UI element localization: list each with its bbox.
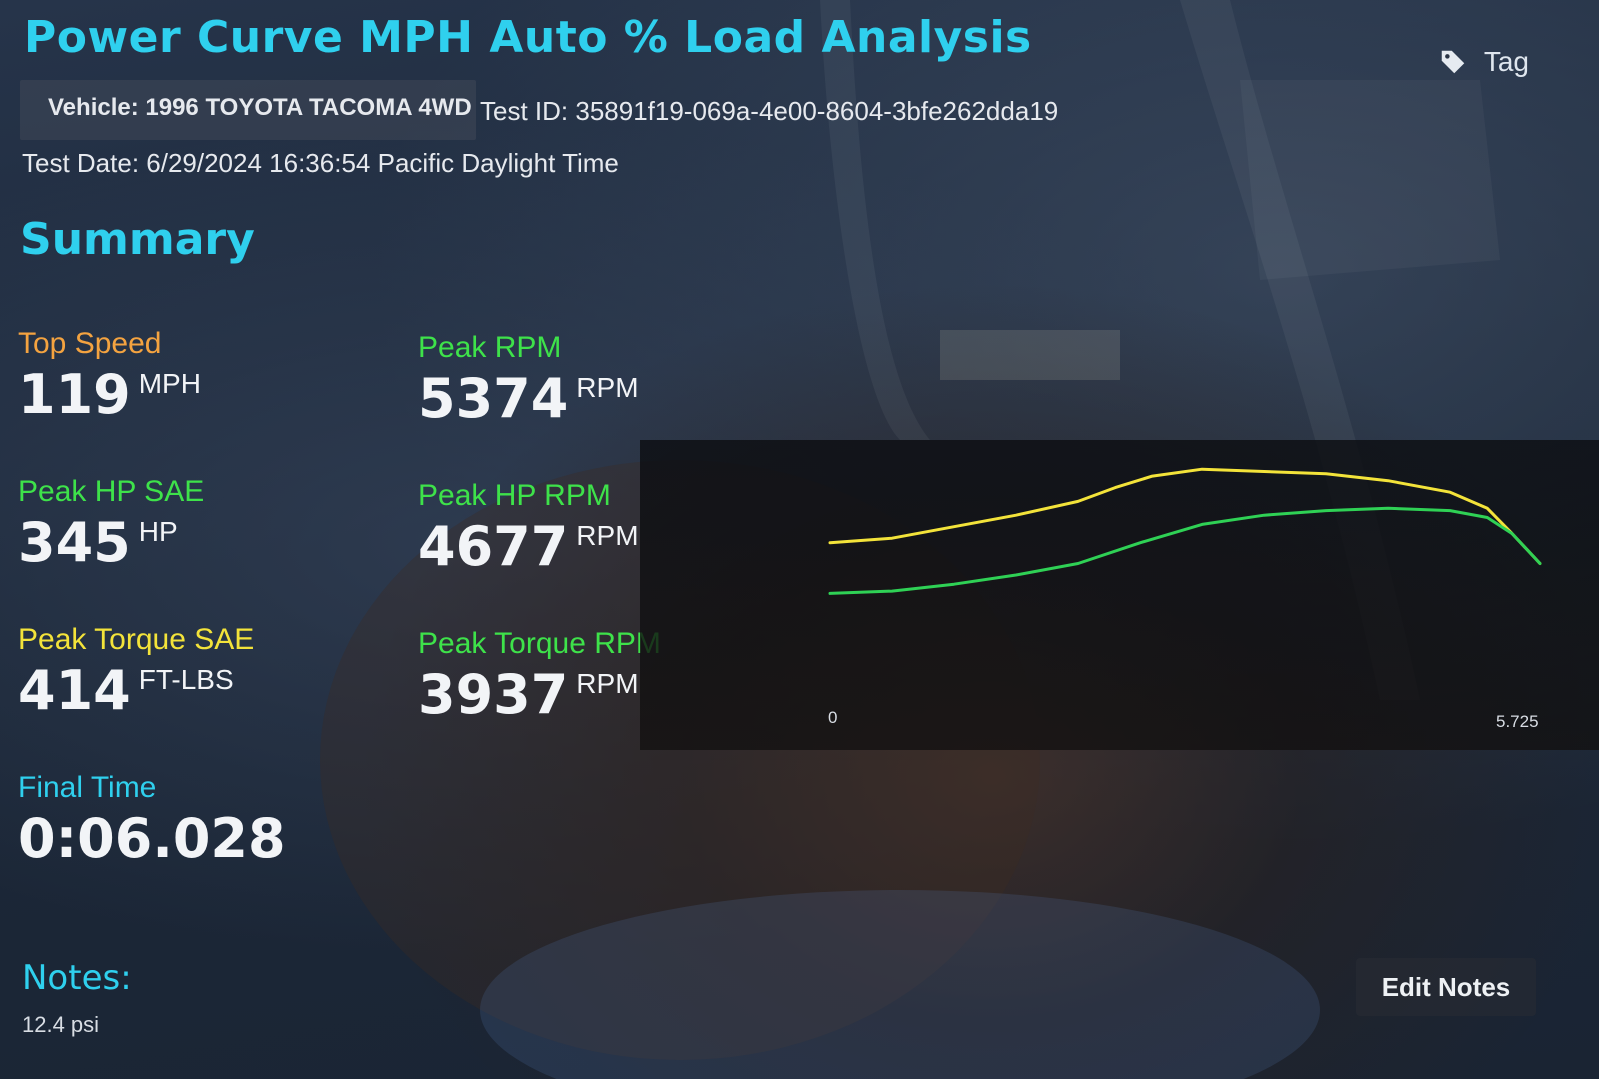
summary-heading: Summary [20, 214, 255, 265]
vehicle-label: Vehicle: 1996 TOYOTA TACOMA 4WD [48, 94, 472, 121]
metric-unit: HP [138, 516, 178, 547]
power-curve-chart: 0 5.725 [640, 440, 1599, 750]
test-id: Test ID: 35891f19-069a-4e00-8604-3bfe262… [480, 96, 1059, 126]
metric-peak-torque-sae: Peak Torque SAE 414 FT-LBS [18, 622, 254, 720]
metric-value: 3937 [418, 663, 569, 726]
tag-icon [1438, 47, 1468, 77]
metric-label: Final Time [18, 771, 157, 804]
tag-button[interactable]: Tag [1428, 38, 1539, 86]
metric-unit: MPH [138, 368, 201, 399]
metric-peak-hp-rpm: Peak HP RPM 4677 RPM [418, 478, 639, 576]
x-tick-label: 5.725 [1496, 712, 1539, 731]
metric-value: 119 [18, 363, 131, 426]
metric-unit: RPM [576, 520, 639, 551]
metric-label: Peak Torque RPM [418, 627, 661, 660]
metric-top-speed: Top Speed 119 MPH [18, 326, 201, 424]
edit-notes-button[interactable]: Edit Notes [1356, 958, 1536, 1016]
metric-value: 0:06.028 [18, 807, 286, 870]
x-tick-label: 0 [828, 708, 838, 727]
metric-value: 5374 [418, 367, 569, 430]
series-line-2 [828, 506, 1542, 595]
metric-value: 4677 [418, 515, 569, 578]
vehicle-info-box [20, 80, 476, 140]
metric-unit: RPM [576, 372, 639, 403]
test-date: Test Date: 6/29/2024 16:36:54 Pacific Da… [22, 148, 619, 178]
metric-label: Peak HP SAE [18, 475, 205, 508]
metric-final-time: Final Time 0:06.028 [18, 770, 286, 868]
notes-text: 12.4 psi [22, 1012, 100, 1037]
metric-label: Peak HP RPM [418, 479, 611, 512]
metric-value: 414 [18, 659, 131, 722]
tag-label: Tag [1483, 46, 1529, 77]
metric-unit: FT-LBS [138, 664, 234, 695]
metric-unit: RPM [576, 668, 639, 699]
series-line-1 [828, 467, 1542, 565]
metric-peak-rpm: Peak RPM 5374 RPM [418, 330, 639, 428]
metric-label: Peak RPM [418, 331, 562, 364]
metric-peak-hp-sae: Peak HP SAE 345 HP [18, 474, 204, 572]
notes-label: Notes: [22, 958, 132, 998]
metric-label: Peak Torque SAE [18, 623, 255, 656]
chart-plot [828, 467, 1542, 595]
metric-peak-torque-rpm: Peak Torque RPM 3937 RPM [418, 626, 661, 724]
metric-label: Top Speed [18, 327, 162, 360]
page-title: Power Curve MPH Auto % Load Analysis [24, 12, 1032, 63]
metric-value: 345 [18, 511, 131, 574]
